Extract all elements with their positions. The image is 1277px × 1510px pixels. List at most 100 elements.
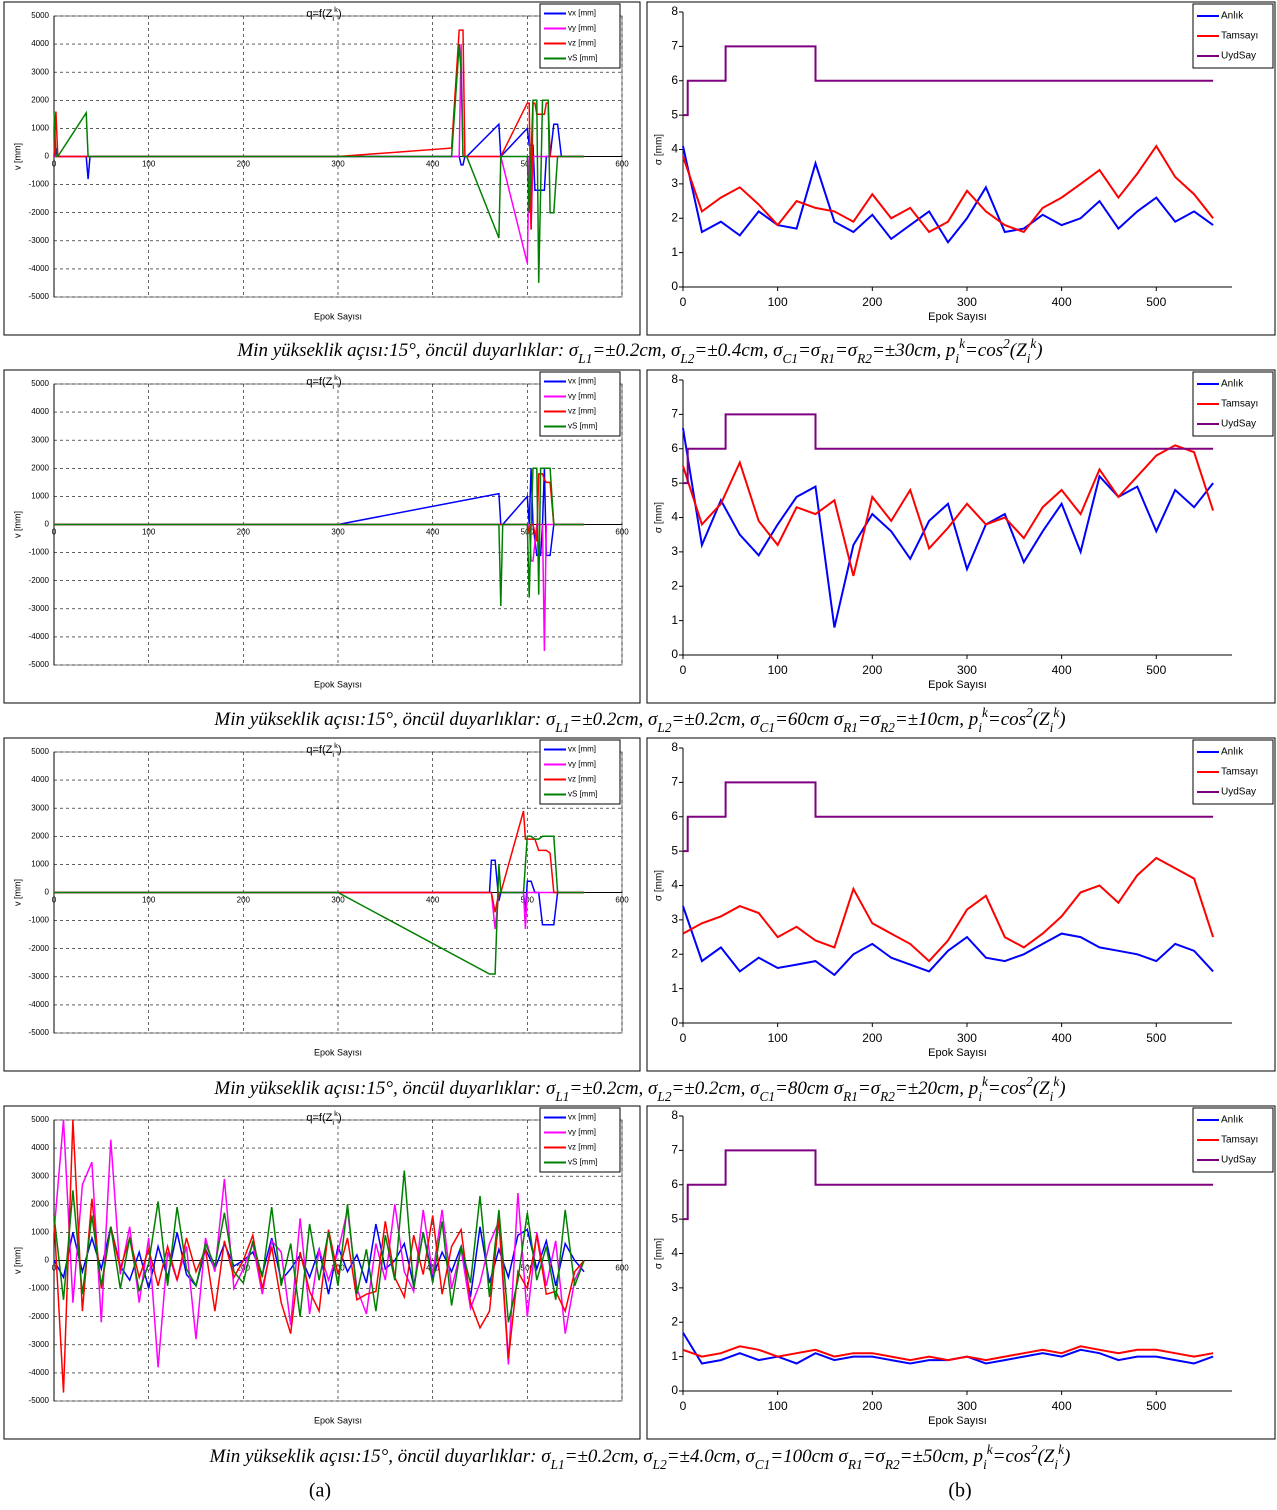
text-part: =±0.2cm, σ — [671, 709, 760, 730]
y-tick-label: 2000 — [31, 831, 49, 840]
y-tick-label: 0 — [671, 1015, 678, 1029]
y-tick-label: -5000 — [29, 660, 50, 669]
text-part: k — [959, 336, 966, 351]
text-part: 2 — [1031, 1442, 1038, 1457]
chart-title: q=f(Zik) — [306, 1109, 341, 1127]
caption: Min yükseklik açısı:15°, öncül duyarlıkl… — [236, 336, 1042, 366]
text-part: ) — [1035, 340, 1042, 361]
y-tick-label: 3 — [671, 1280, 678, 1294]
x-tick-label: 300 — [331, 896, 345, 905]
chart-title: q=f(Zik) — [306, 5, 341, 23]
text-part: R1 — [847, 1457, 863, 1472]
text-part: q=f(Z — [306, 376, 332, 388]
y-tick-label: 1 — [671, 245, 678, 259]
text-part: L2 — [656, 1089, 671, 1104]
legend-label: vx [mm] — [568, 9, 596, 18]
text-part: k — [982, 705, 989, 720]
legend-label: Tamsayı — [1221, 1135, 1258, 1146]
text-part: C1 — [760, 1089, 776, 1104]
series-line — [54, 891, 585, 930]
text-part: (Z — [1033, 709, 1050, 730]
series-line — [683, 413, 1214, 485]
text-part: =cos — [988, 709, 1026, 730]
text-part: k — [334, 5, 338, 14]
text-part: k — [334, 1109, 338, 1118]
text-part: i — [983, 1457, 987, 1472]
y-tick-label: 1000 — [31, 124, 49, 133]
y-tick-label: 0 — [45, 152, 50, 161]
panel-border — [646, 369, 1276, 704]
text-part: L1 — [554, 720, 569, 735]
legend-label: Anlık — [1221, 747, 1244, 758]
y-tick-label: -2000 — [29, 208, 50, 217]
text-part: =±20cm, p — [895, 1078, 978, 1099]
series-line — [682, 444, 1215, 577]
y-tick-label: -4000 — [29, 632, 50, 641]
x-tick-label: 300 — [331, 160, 345, 169]
x-tick-label: 400 — [426, 528, 440, 537]
text-part: =60cm σ — [775, 709, 844, 730]
y-tick-label: -4000 — [29, 1368, 50, 1377]
y-tick-label: 1 — [671, 613, 678, 627]
y-tick-label: 4 — [671, 142, 678, 156]
legend-label: vy [mm] — [568, 392, 596, 401]
text-part: k — [1058, 1442, 1065, 1457]
y-tick-label: -3000 — [29, 236, 50, 245]
y-tick-label: 5 — [671, 1211, 678, 1225]
y-tick-label: 3 — [671, 544, 678, 558]
legend-label: Tamsayı — [1221, 31, 1258, 42]
text-part: =±0.2cm, σ — [671, 1078, 760, 1099]
y-axis-label: σ [mm] — [654, 502, 665, 533]
text-part: L1 — [550, 1457, 565, 1472]
x-axis-label: Epok Sayısı — [314, 311, 362, 321]
x-tick-label: 400 — [426, 160, 440, 169]
text-part: (Z — [1010, 340, 1027, 361]
series-line — [54, 467, 585, 607]
series-line — [683, 1149, 1214, 1221]
y-tick-label: 3000 — [31, 435, 49, 444]
series-line — [682, 1345, 1214, 1362]
text-part: C1 — [782, 351, 798, 366]
legend-label: UydSay — [1221, 419, 1256, 430]
y-tick-label: 4000 — [31, 775, 49, 784]
legend-label: vx [mm] — [568, 377, 596, 386]
y-tick-label: 5000 — [31, 379, 49, 388]
y-tick-label: -2000 — [29, 1312, 50, 1321]
text-part: L2 — [652, 1457, 667, 1472]
y-tick-label: 8 — [671, 1108, 678, 1122]
y-tick-label: 6 — [671, 73, 678, 87]
y-tick-label: 5 — [671, 107, 678, 121]
x-tick-label: 0 — [680, 1399, 687, 1413]
text-part: 2 — [1026, 705, 1033, 720]
legend-label: vS [mm] — [568, 54, 597, 63]
text-part: ) — [338, 376, 342, 388]
legend-label: Anlık — [1221, 11, 1244, 22]
x-axis-label: Epok Sayısı — [928, 311, 987, 323]
x-tick-label: 200 — [237, 160, 251, 169]
text-part: k — [334, 373, 338, 382]
legend-label: UydSay — [1221, 1155, 1256, 1166]
x-tick-label: 100 — [142, 528, 156, 537]
y-tick-label: 4000 — [31, 39, 49, 48]
series-line — [682, 1332, 1214, 1365]
text-part: i — [1050, 720, 1054, 735]
caption: Min yükseklik açısı:15°, öncül duyarlıkl… — [213, 705, 1065, 735]
y-tick-label: 2 — [671, 1314, 678, 1328]
text-part: k — [1053, 1074, 1060, 1089]
legend-label: Tamsayı — [1221, 399, 1258, 410]
y-tick-label: 0 — [671, 647, 678, 661]
text-part: ) — [1058, 1078, 1065, 1099]
y-tick-label: 5000 — [31, 1115, 49, 1124]
text-part: Min yükseklik açısı:15°, öncül duyarlıkl… — [213, 1078, 556, 1099]
y-tick-label: 8 — [671, 372, 678, 386]
y-tick-label: 6 — [671, 441, 678, 455]
y-tick-label: 7 — [671, 1143, 678, 1157]
y-tick-label: 5000 — [31, 747, 49, 756]
text-part: =±4.0cm, σ — [667, 1446, 756, 1467]
y-tick-label: -4000 — [29, 264, 50, 273]
series-line — [54, 835, 585, 975]
y-tick-label: 2000 — [31, 463, 49, 472]
y-tick-label: 1000 — [31, 860, 49, 869]
y-tick-label: 7 — [671, 775, 678, 789]
